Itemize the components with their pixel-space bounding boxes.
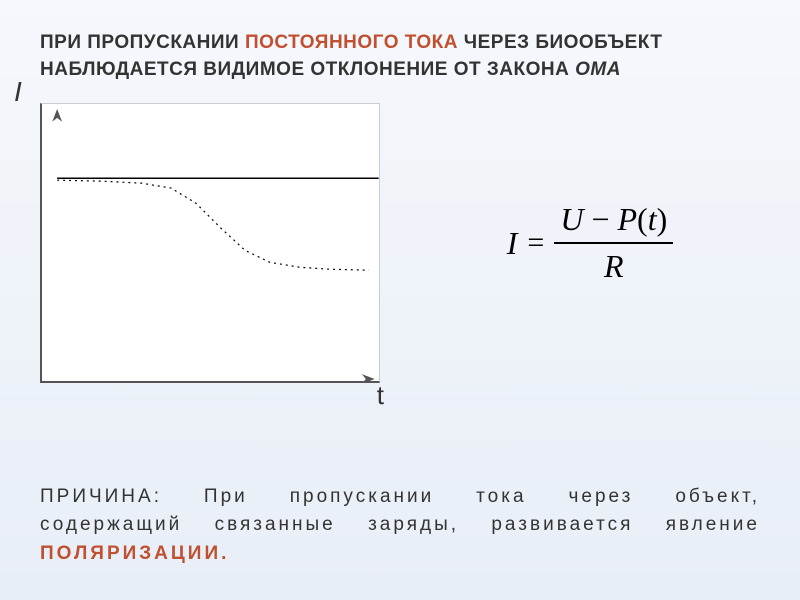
formula-lhs: I (507, 225, 518, 262)
formula-numerator: U − P(t) (554, 201, 673, 244)
footer-emphasis: ПОЛЯРИЗАЦИИ. (40, 543, 229, 564)
x-axis-arrow (362, 374, 375, 381)
numerator-paren-close: ) (657, 201, 668, 237)
header-highlight: ПОСТОЯННОГО ТОКА (245, 32, 458, 53)
formula-denominator: R (598, 244, 630, 285)
formula-fraction: U − P(t) R (554, 201, 673, 285)
numerator-u: U (560, 201, 583, 237)
header-part1: ПРИ ПРОПУСКАНИИ (40, 32, 245, 53)
formula-equals: = (527, 226, 544, 260)
numerator-paren-open: ( (637, 201, 648, 237)
footer-label: ПРИЧИНА: (40, 486, 162, 507)
footer-text: ПРИЧИНА: При пропускании тока через объе… (40, 483, 760, 569)
dotted-line (57, 180, 369, 270)
chart-container: I t (40, 103, 380, 383)
y-axis-arrow (52, 109, 62, 122)
chart-y-label: I (14, 76, 22, 108)
numerator-p: P (617, 201, 637, 237)
header-ohm: ОМА (575, 59, 621, 80)
content-area: I t I = U − P(t) R (0, 103, 800, 383)
numerator-minus: − (583, 201, 617, 237)
chart-svg (42, 104, 379, 381)
formula: I = U − P(t) R (420, 201, 760, 285)
numerator-t: t (648, 201, 657, 237)
chart-x-label: t (377, 380, 384, 411)
header-text: ПРИ ПРОПУСКАНИИ ПОСТОЯННОГО ТОКА ЧЕРЕЗ Б… (0, 0, 800, 103)
